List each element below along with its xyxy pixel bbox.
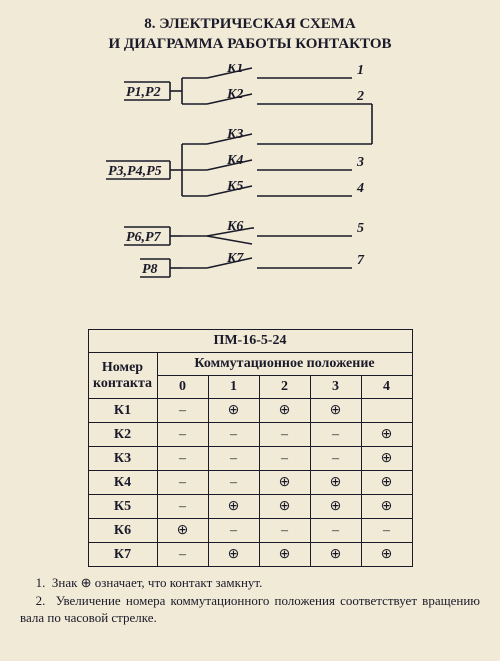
cell: ⊕ bbox=[361, 495, 412, 519]
col-header-group: Коммутационное положение bbox=[157, 353, 412, 376]
cell: – bbox=[259, 423, 310, 447]
cell: ⊕ bbox=[259, 543, 310, 567]
svg-text:3: 3 bbox=[356, 155, 364, 170]
cell: ⊕ bbox=[361, 447, 412, 471]
cell: ⊕ bbox=[310, 471, 361, 495]
svg-text:5: 5 bbox=[357, 221, 364, 236]
cell: – bbox=[310, 423, 361, 447]
cell bbox=[361, 399, 412, 423]
svg-text:P3,P4,P5: P3,P4,P5 bbox=[108, 164, 162, 179]
cell: ⊕ bbox=[361, 471, 412, 495]
svg-text:1: 1 bbox=[357, 64, 364, 78]
cell: ⊕ bbox=[361, 423, 412, 447]
contact-schematic: P1,P2K11K22P3,P4,P5K3K43K54P6,P7K65P8K77 bbox=[70, 64, 430, 319]
cell: ⊕ bbox=[259, 495, 310, 519]
row-label: К3 bbox=[88, 447, 157, 471]
row-label: К1 bbox=[88, 399, 157, 423]
note-1: 1. Знак ⊕ означает, что контакт замкнут. bbox=[20, 575, 480, 591]
row-label: К6 bbox=[88, 519, 157, 543]
col-header: 1 bbox=[208, 376, 259, 399]
cell: – bbox=[208, 471, 259, 495]
title-line-1: 8. ЭЛЕКТРИЧЕСКАЯ СХЕМА bbox=[144, 16, 356, 32]
contact-table: ПМ-16-5-24НомерконтактаКоммутационное по… bbox=[88, 329, 413, 567]
svg-text:2: 2 bbox=[356, 89, 364, 104]
cell: – bbox=[157, 447, 208, 471]
cell: – bbox=[157, 543, 208, 567]
cell: – bbox=[208, 423, 259, 447]
cell: – bbox=[361, 519, 412, 543]
svg-text:P6,P7: P6,P7 bbox=[126, 230, 162, 245]
cell: – bbox=[259, 447, 310, 471]
cell: – bbox=[157, 495, 208, 519]
cell: ⊕ bbox=[310, 399, 361, 423]
col-header: 3 bbox=[310, 376, 361, 399]
cell: ⊕ bbox=[208, 495, 259, 519]
section-title: 8. ЭЛЕКТРИЧЕСКАЯ СХЕМА И ДИАГРАММА РАБОТ… bbox=[20, 15, 480, 54]
cell: – bbox=[259, 519, 310, 543]
cell: ⊕ bbox=[310, 543, 361, 567]
cell: – bbox=[157, 423, 208, 447]
col-header: 2 bbox=[259, 376, 310, 399]
cell: – bbox=[157, 399, 208, 423]
row-label: К2 bbox=[88, 423, 157, 447]
cell: – bbox=[208, 519, 259, 543]
cell: – bbox=[310, 519, 361, 543]
cell: ⊕ bbox=[259, 471, 310, 495]
cell: ⊕ bbox=[310, 495, 361, 519]
title-line-2: И ДИАГРАММА РАБОТЫ КОНТАКТОВ bbox=[108, 36, 391, 52]
col-header: 4 bbox=[361, 376, 412, 399]
note-2: 2. Увеличение номера коммутационного пол… bbox=[20, 593, 480, 626]
cell: ⊕ bbox=[208, 543, 259, 567]
row-header: Номерконтакта bbox=[88, 353, 157, 399]
cell: – bbox=[208, 447, 259, 471]
row-label: К7 bbox=[88, 543, 157, 567]
cell: ⊕ bbox=[361, 543, 412, 567]
row-label: К5 bbox=[88, 495, 157, 519]
cell: – bbox=[310, 447, 361, 471]
cell: ⊕ bbox=[157, 519, 208, 543]
svg-text:7: 7 bbox=[357, 253, 365, 268]
svg-text:P8: P8 bbox=[142, 262, 158, 277]
col-header: 0 bbox=[157, 376, 208, 399]
svg-text:4: 4 bbox=[356, 181, 364, 196]
table-title: ПМ-16-5-24 bbox=[88, 330, 412, 353]
row-label: К4 bbox=[88, 471, 157, 495]
cell: ⊕ bbox=[259, 399, 310, 423]
cell: – bbox=[157, 471, 208, 495]
svg-text:P1,P2: P1,P2 bbox=[126, 85, 161, 100]
cell: ⊕ bbox=[208, 399, 259, 423]
footnotes: 1. Знак ⊕ означает, что контакт замкнут.… bbox=[20, 575, 480, 626]
